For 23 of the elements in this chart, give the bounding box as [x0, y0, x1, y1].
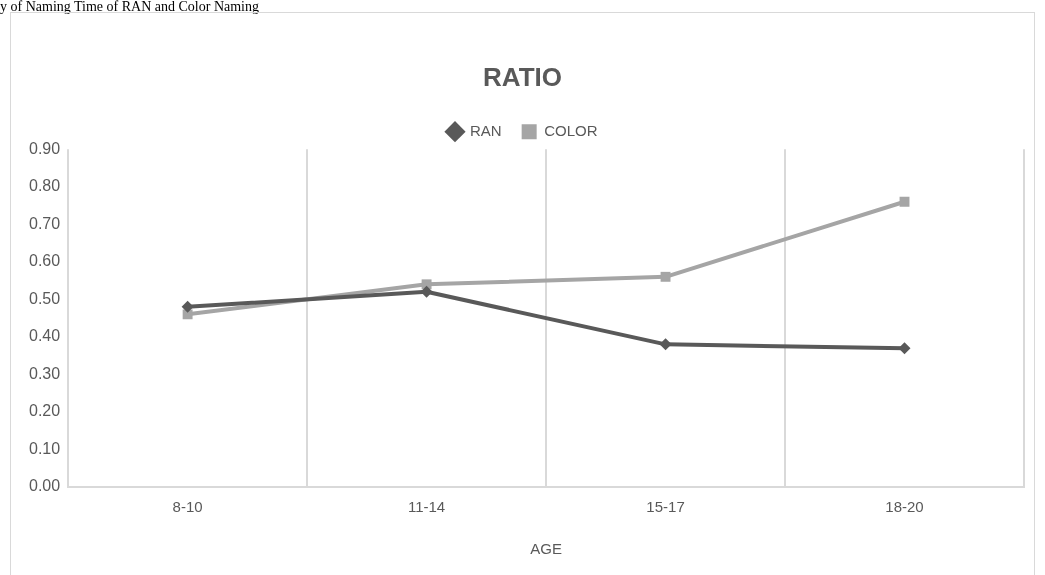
y-tick-label: 0.70 — [29, 214, 61, 232]
point — [181, 300, 194, 313]
legend-label: COLOR — [544, 121, 598, 139]
y-tick-label: 0.40 — [29, 327, 61, 345]
legend-label: RAN — [469, 121, 502, 139]
x-tick-label: 8-10 — [172, 498, 203, 516]
y-tick-label: 0.30 — [29, 364, 61, 382]
x-axis-title: AGE — [530, 540, 562, 558]
y-tick-label: 0.10 — [29, 439, 61, 457]
text: y of Naming Time of RAN and Color Naming — [0, 0, 259, 14]
y-tick-label: 0.90 — [29, 139, 61, 157]
point — [660, 271, 671, 282]
point — [899, 196, 910, 207]
y-tick-label: 0.80 — [29, 177, 61, 195]
chart-title: RATIO — [483, 61, 562, 92]
x-tick-label: 18-20 — [885, 498, 924, 516]
x-tick-label: 15-17 — [646, 498, 685, 516]
y-tick-label: 0.20 — [29, 402, 61, 420]
y-tick-label: 0.00 — [29, 477, 61, 495]
x-tick-label: 11-14 — [407, 498, 446, 516]
y-tick-label: 0.50 — [29, 289, 61, 307]
point — [421, 279, 432, 290]
y-tick-label: 0.60 — [29, 252, 61, 270]
